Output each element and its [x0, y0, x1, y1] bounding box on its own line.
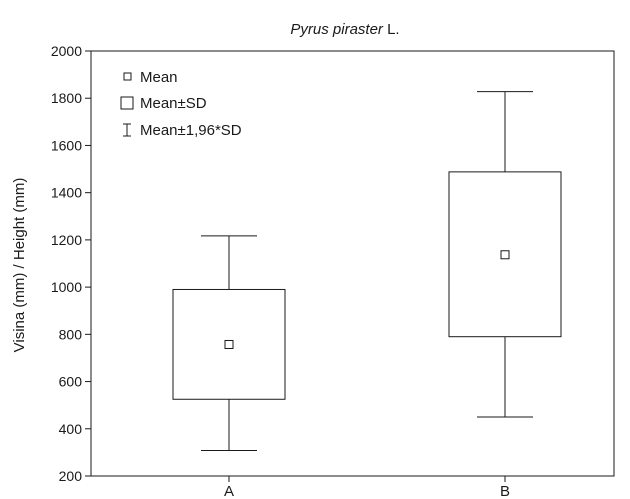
- y-tick-label: 1200: [51, 232, 82, 248]
- mean-marker: [500, 250, 510, 260]
- box-series: [172, 91, 562, 451]
- legend-sd-icon: [120, 96, 134, 110]
- y-tick-label: 1000: [51, 279, 82, 295]
- legend-label: Mean: [140, 69, 178, 86]
- mean-marker: [224, 339, 234, 349]
- y-tick-label: 200: [59, 468, 83, 484]
- plot-frame: [90, 50, 615, 477]
- x-tick-label: B: [500, 483, 510, 499]
- y-tick-label: 1400: [51, 185, 82, 201]
- legend-ci-icon: [123, 123, 131, 137]
- plot-area-border: [90, 50, 615, 477]
- box-group-b: [448, 91, 562, 418]
- legend-label: Mean±1,96*SD: [140, 122, 242, 139]
- chart-title: Pyrus piraster L.: [290, 21, 399, 38]
- y-tick-label: 2000: [51, 43, 82, 59]
- y-axis-ticks: 200 400 600 800 1000 1200 1400 1600 1800 2000: [51, 43, 91, 484]
- legend-label: Mean±SD: [140, 95, 207, 112]
- x-tick-label: A: [224, 483, 234, 499]
- y-tick-label: 400: [59, 421, 83, 437]
- y-tick-label: 600: [59, 374, 83, 390]
- y-tick-label: 800: [59, 326, 83, 342]
- legend: Mean Mean±SD Mean±1,96*SD: [120, 69, 242, 139]
- legend-mean-icon: [123, 72, 132, 81]
- y-tick-label: 1600: [51, 137, 82, 153]
- y-tick-label: 1800: [51, 90, 82, 106]
- y-axis-label: Visina (mm) / Height (mm): [11, 178, 28, 353]
- box-group-a: [172, 235, 286, 451]
